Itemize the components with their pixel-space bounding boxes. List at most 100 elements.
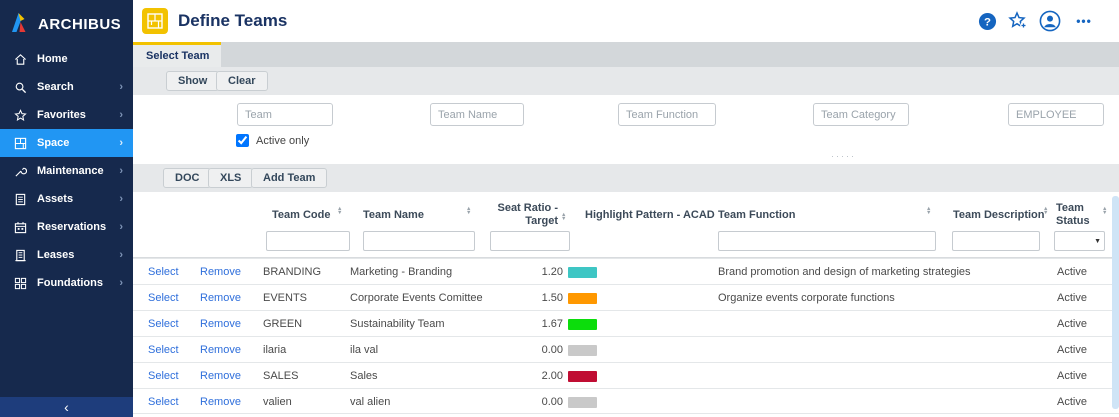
select-link[interactable]: Select [148, 344, 179, 356]
sort-icon-team-function[interactable]: ▲ ▼ [926, 206, 932, 216]
tab-label: Select Team [146, 50, 210, 62]
team-code-cell: BRANDING [263, 266, 322, 278]
home-icon [13, 52, 27, 66]
chevron-right-icon: › [119, 277, 123, 289]
wrench-icon [13, 164, 27, 178]
remove-link[interactable]: Remove [200, 266, 241, 278]
team-category-filter-input[interactable] [813, 103, 909, 126]
team-name-cell: Corporate Events Comittee [350, 292, 483, 304]
sort-icon-team-code[interactable]: ▲ ▼ [337, 206, 343, 216]
sidebar-item-label: Foundations [37, 277, 103, 289]
remove-link[interactable]: Remove [200, 292, 241, 304]
chevron-right-icon: › [119, 221, 123, 233]
remove-link[interactable]: Remove [200, 396, 241, 408]
sort-icon-team-status[interactable]: ▲ ▼ [1102, 206, 1108, 216]
seat-ratio-cell: 1.67 [541, 318, 563, 330]
sidebar-nav: Home Search › Favorites › Space › Mainte… [0, 45, 133, 297]
team-function-cell: Brand promotion and design of marketing … [718, 266, 971, 278]
sidebar-item-maintenance[interactable]: Maintenance › [0, 157, 133, 185]
select-link[interactable]: Select [148, 266, 179, 278]
team-name-cell: Marketing - Branding [350, 266, 453, 278]
team-status-cell: Active [1057, 344, 1087, 356]
sort-icon-team-name[interactable]: ▲ ▼ [466, 206, 472, 216]
team-name-column-filter[interactable] [363, 231, 475, 251]
show-button[interactable]: Show [166, 71, 220, 91]
chevron-right-icon: › [119, 81, 123, 93]
filter-panel: Active only ····· [133, 95, 1119, 164]
define-teams-app-icon [142, 8, 168, 34]
sidebar-item-home[interactable]: Home [0, 45, 133, 73]
sidebar-item-favorites[interactable]: Favorites › [0, 101, 133, 129]
document-list-icon [13, 192, 27, 206]
sidebar-item-space[interactable]: Space › [0, 129, 133, 157]
floorplan-icon [13, 136, 27, 150]
sidebar-item-label: Leases [37, 249, 75, 261]
table-toolbar: DOC XLS Add Team [133, 164, 1119, 192]
team-function-filter-input[interactable] [618, 103, 716, 126]
archibus-logo[interactable]: ARCHIBUS [10, 10, 121, 39]
xls-export-button[interactable]: XLS [208, 168, 254, 188]
sidebar-item-reservations[interactable]: Reservations › [0, 213, 133, 241]
sidebar-collapse-bar[interactable]: ‹ [0, 397, 133, 417]
select-link[interactable]: Select [148, 292, 179, 304]
clear-button[interactable]: Clear [216, 71, 268, 91]
team-code-cell: SALES [263, 370, 299, 382]
seat-ratio-cell: 1.50 [541, 292, 563, 304]
highlight-pattern-swatch [568, 319, 597, 330]
doc-export-button[interactable]: DOC [163, 168, 212, 188]
team-code-cell: EVENTS [263, 292, 308, 304]
team-description-column-filter[interactable] [952, 231, 1040, 251]
tab-select-team[interactable]: Select Team [133, 42, 221, 67]
user-avatar-icon[interactable] [1039, 10, 1061, 32]
active-only-checkbox[interactable] [236, 134, 249, 147]
help-icon[interactable]: ? [976, 10, 998, 32]
col-highlight-pattern: Highlight Pattern - ACAD [585, 209, 715, 221]
col-team-function: Team Function [718, 209, 796, 221]
sidebar-item-leases[interactable]: Leases › [0, 241, 133, 269]
team-function-column-filter[interactable] [718, 231, 936, 251]
team-name-filter-input[interactable] [430, 103, 524, 126]
remove-link[interactable]: Remove [200, 344, 241, 356]
table-row: Select Remove ilaria ila val 0.00 Active [133, 336, 1119, 362]
archibus-logo-icon [10, 10, 34, 39]
calendar-icon [13, 220, 27, 234]
sidebar-item-label: Search [37, 81, 74, 93]
search-icon [13, 80, 27, 94]
sidebar-item-label: Favorites [37, 109, 86, 121]
grid-squares-icon [13, 276, 27, 290]
remove-link[interactable]: Remove [200, 318, 241, 330]
vertical-scrollbar[interactable] [1112, 196, 1119, 409]
team-code-cell: valien [263, 396, 292, 408]
select-link[interactable]: Select [148, 318, 179, 330]
col-team-code: Team Code [272, 209, 331, 221]
select-link[interactable]: Select [148, 396, 179, 408]
seat-ratio-column-filter[interactable] [490, 231, 570, 251]
table-row: Select Remove BRANDING Marketing - Brand… [133, 258, 1119, 284]
highlight-pattern-swatch [568, 345, 597, 356]
team-status-column-filter[interactable]: ▼ [1054, 231, 1105, 251]
team-status-cell: Active [1057, 292, 1087, 304]
team-name-cell: val alien [350, 396, 391, 408]
team-code-column-filter[interactable] [266, 231, 350, 251]
team-filter-input[interactable] [237, 103, 333, 126]
sidebar-item-foundations[interactable]: Foundations › [0, 269, 133, 297]
chevron-right-icon: › [119, 137, 123, 149]
remove-link[interactable]: Remove [200, 370, 241, 382]
sort-icon-team-description[interactable]: ▲ ▼ [1043, 206, 1049, 216]
employee-filter-input[interactable] [1008, 103, 1104, 126]
seat-ratio-cell: 2.00 [541, 370, 563, 382]
sort-icon-seat-ratio[interactable]: ▲ ▼ [561, 212, 567, 222]
add-team-button[interactable]: Add Team [251, 168, 328, 188]
highlight-pattern-swatch [568, 267, 597, 278]
tab-bar: Select Team [133, 42, 1119, 67]
favorite-add-icon[interactable] [1007, 10, 1029, 32]
more-options-icon[interactable]: ••• [1076, 14, 1092, 28]
panel-resize-handle[interactable]: ····· [831, 151, 856, 161]
sidebar-item-assets[interactable]: Assets › [0, 185, 133, 213]
select-link[interactable]: Select [148, 370, 179, 382]
sidebar-item-search[interactable]: Search › [0, 73, 133, 101]
sidebar-item-label: Home [37, 53, 68, 65]
logo-text: ARCHIBUS [38, 16, 122, 33]
team-status-cell: Active [1057, 318, 1087, 330]
highlight-pattern-swatch [568, 397, 597, 408]
